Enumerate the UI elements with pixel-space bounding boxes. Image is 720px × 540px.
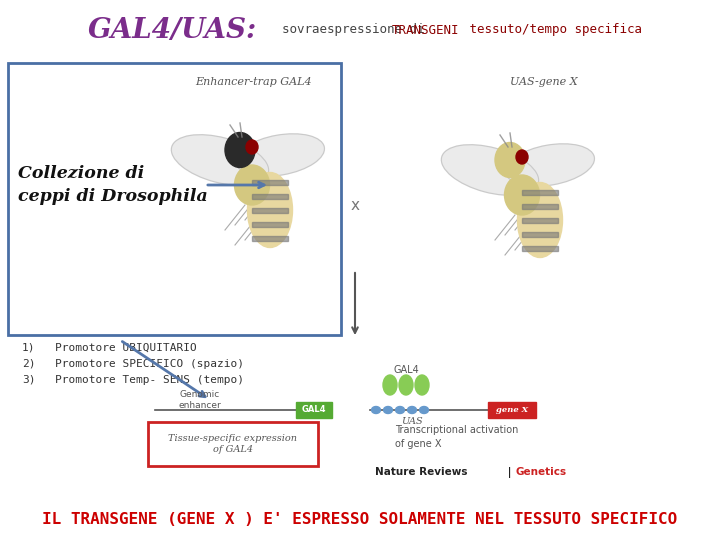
Ellipse shape <box>505 175 539 215</box>
Ellipse shape <box>235 134 325 176</box>
Ellipse shape <box>171 134 269 185</box>
Bar <box>296 402 332 418</box>
Bar <box>148 422 318 466</box>
Text: x: x <box>351 198 359 213</box>
Text: Promotore UBIQUITARIO: Promotore UBIQUITARIO <box>55 343 197 353</box>
Text: Nature Reviews: Nature Reviews <box>375 467 467 477</box>
Ellipse shape <box>516 150 528 164</box>
Text: Transcriptional activation
of gene X: Transcriptional activation of gene X <box>395 426 518 449</box>
Ellipse shape <box>408 407 416 414</box>
Bar <box>488 402 536 418</box>
Text: Collezione di
ceppi di Drosophila: Collezione di ceppi di Drosophila <box>18 165 208 205</box>
Bar <box>522 218 558 223</box>
Ellipse shape <box>505 144 595 186</box>
Ellipse shape <box>420 407 428 414</box>
Text: UAS-gene X: UAS-gene X <box>510 77 577 87</box>
Text: tessuto/tempo specifica: tessuto/tempo specifica <box>462 24 642 37</box>
Bar <box>252 222 288 227</box>
Bar <box>522 204 558 209</box>
Text: sovraespressione di: sovraespressione di <box>282 24 432 37</box>
Text: UAS: UAS <box>401 417 423 427</box>
Text: GAL4/UAS:: GAL4/UAS: <box>88 17 257 44</box>
Bar <box>522 232 558 237</box>
Text: gene X: gene X <box>496 406 528 414</box>
Bar <box>252 236 288 241</box>
Text: 2): 2) <box>22 359 35 369</box>
Text: Enhancer-trap GAL4: Enhancer-trap GAL4 <box>194 77 311 87</box>
Bar <box>522 246 558 251</box>
Ellipse shape <box>415 375 429 395</box>
Ellipse shape <box>225 132 255 167</box>
Text: Genetics: Genetics <box>516 467 567 477</box>
Text: 3): 3) <box>22 375 35 385</box>
Text: IL TRANSGENE (GENE X ) E' ESPRESSO SOLAMENTE NEL TESSUTO SPECIFICO: IL TRANSGENE (GENE X ) E' ESPRESSO SOLAM… <box>42 512 678 528</box>
Text: Genomic
enhancer: Genomic enhancer <box>179 390 221 410</box>
Text: TRANSGENI: TRANSGENI <box>392 24 459 37</box>
Text: Promotore Temp- SENS (tempo): Promotore Temp- SENS (tempo) <box>55 375 244 385</box>
Ellipse shape <box>395 407 405 414</box>
Ellipse shape <box>518 183 562 258</box>
Bar <box>252 208 288 213</box>
Ellipse shape <box>246 140 258 154</box>
Bar <box>8 63 341 335</box>
Ellipse shape <box>383 375 397 395</box>
Text: Promotore SPECIFICO (spazio): Promotore SPECIFICO (spazio) <box>55 359 244 369</box>
Ellipse shape <box>399 375 413 395</box>
Bar <box>522 190 558 195</box>
Ellipse shape <box>235 165 269 205</box>
Ellipse shape <box>495 143 525 178</box>
Text: 1): 1) <box>22 343 35 353</box>
Text: Tissue-specific expression
of GAL4: Tissue-specific expression of GAL4 <box>168 434 297 454</box>
Bar <box>252 180 288 185</box>
Text: |: | <box>504 467 515 477</box>
Ellipse shape <box>441 145 539 195</box>
Text: GAL4: GAL4 <box>302 406 326 415</box>
Ellipse shape <box>372 407 380 414</box>
Bar <box>252 194 288 199</box>
Ellipse shape <box>248 172 292 247</box>
Ellipse shape <box>384 407 392 414</box>
Text: GAL4: GAL4 <box>393 365 419 375</box>
